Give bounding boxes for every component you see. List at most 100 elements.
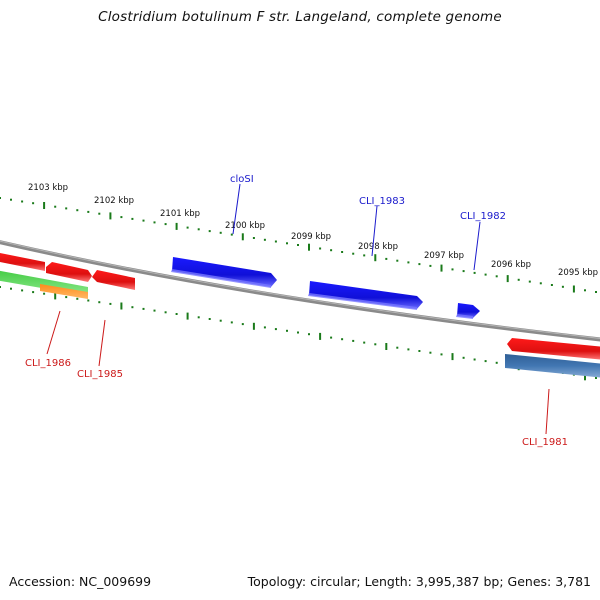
minor-tick xyxy=(120,216,123,219)
gene-cli1983[interactable] xyxy=(308,281,423,310)
major-tick xyxy=(120,302,123,310)
gene-cli1982[interactable] xyxy=(456,303,480,319)
major-tick xyxy=(109,212,112,220)
minor-tick xyxy=(286,242,288,245)
minor-tick xyxy=(186,226,189,229)
minor-tick xyxy=(142,307,145,310)
minor-tick xyxy=(197,228,200,231)
minor-tick xyxy=(87,210,90,213)
minor-tick xyxy=(297,331,299,334)
genome-backbone xyxy=(0,240,600,342)
minor-tick xyxy=(219,319,222,322)
gene-cli1981[interactable] xyxy=(505,354,600,378)
minor-tick xyxy=(87,299,90,302)
minor-tick xyxy=(21,200,24,203)
major-tick xyxy=(319,332,322,340)
minor-tick xyxy=(230,321,233,324)
minor-tick xyxy=(319,247,322,250)
major-tick xyxy=(186,312,189,320)
minor-tick xyxy=(43,292,46,295)
kbp-label-2095: 2095 kbp xyxy=(558,268,598,278)
minor-tick xyxy=(219,231,222,234)
minor-tick xyxy=(241,323,244,326)
major-tick xyxy=(440,264,443,272)
minor-tick xyxy=(517,278,520,281)
minor-tick xyxy=(396,259,399,262)
minor-tick xyxy=(274,328,277,331)
minor-tick xyxy=(175,313,178,315)
minor-tick xyxy=(208,318,211,320)
major-tick xyxy=(385,343,388,350)
minor-tick xyxy=(32,291,35,294)
minor-tick xyxy=(153,309,156,312)
kbp-label-2100: 2100 kbp xyxy=(225,221,265,231)
minor-tick xyxy=(263,238,266,241)
minor-tick xyxy=(396,346,399,349)
major-tick xyxy=(374,254,377,262)
minor-tick xyxy=(352,252,355,255)
minor-tick xyxy=(539,282,542,285)
minor-tick xyxy=(363,341,366,344)
label-cli1986[interactable]: CLI_1986 xyxy=(25,358,71,369)
minor-tick xyxy=(0,197,1,199)
leader-cli1981 xyxy=(545,388,550,435)
minor-tick xyxy=(440,353,443,356)
major-tick xyxy=(506,275,509,283)
minor-tick xyxy=(561,285,564,288)
minor-tick xyxy=(252,237,255,239)
gene-closI[interactable] xyxy=(171,257,277,288)
accession-text: Accession: NC_009699 xyxy=(9,574,152,589)
minor-tick xyxy=(164,223,167,226)
major-tick xyxy=(43,202,46,209)
major-tick xyxy=(308,243,310,251)
kbp-label-2098: 2098 kbp xyxy=(358,242,398,252)
minor-tick xyxy=(98,212,101,215)
leader-cli1985 xyxy=(98,319,106,367)
minor-tick xyxy=(418,350,421,352)
minor-tick xyxy=(451,268,454,271)
gene-red-left-2[interactable] xyxy=(46,262,92,282)
minor-tick xyxy=(495,275,498,278)
minor-tick xyxy=(341,338,344,341)
kbp-label-2101: 2101 kbp xyxy=(160,209,200,219)
gene-red-left-1[interactable] xyxy=(0,252,45,271)
genome-backbone-highlight xyxy=(0,240,600,339)
minor-tick xyxy=(65,207,68,210)
minor-tick xyxy=(429,351,432,354)
label-closI[interactable]: cloSI xyxy=(230,174,254,185)
minor-tick xyxy=(495,361,498,364)
minor-tick xyxy=(65,296,68,299)
minor-tick xyxy=(0,286,1,288)
minor-tick xyxy=(297,244,299,246)
leader-cli1982 xyxy=(473,221,481,271)
minor-tick xyxy=(274,240,277,243)
gene-red-right[interactable] xyxy=(507,338,600,360)
minor-tick xyxy=(98,301,101,304)
kbp-label-2096: 2096 kbp xyxy=(491,260,531,270)
outer-tick-ring xyxy=(0,197,597,293)
minor-tick xyxy=(153,221,156,224)
major-tick xyxy=(451,353,454,361)
major-tick xyxy=(584,373,586,381)
label-cli1983[interactable]: CLI_1983 xyxy=(359,196,405,207)
minor-tick xyxy=(76,297,79,300)
minor-tick xyxy=(352,339,355,342)
minor-tick xyxy=(528,280,531,283)
label-cli1985[interactable]: CLI_1985 xyxy=(77,369,123,380)
topology-text: Topology: circular; Length: 3,995,387 bp… xyxy=(247,574,591,589)
leader-cli1983 xyxy=(371,205,378,257)
gene-cli1985[interactable] xyxy=(92,270,135,290)
minor-tick xyxy=(462,270,465,273)
minor-tick xyxy=(308,333,310,336)
minor-tick xyxy=(76,209,79,212)
label-cli1982[interactable]: CLI_1982 xyxy=(460,211,506,222)
minor-tick xyxy=(330,249,333,252)
minor-tick xyxy=(462,356,465,359)
label-cli1981[interactable]: CLI_1981 xyxy=(522,437,568,448)
minor-tick xyxy=(109,302,112,305)
minor-tick xyxy=(263,326,266,329)
gene-orange[interactable] xyxy=(40,284,88,299)
major-tick xyxy=(572,285,575,293)
kbp-label-2099: 2099 kbp xyxy=(291,232,331,242)
